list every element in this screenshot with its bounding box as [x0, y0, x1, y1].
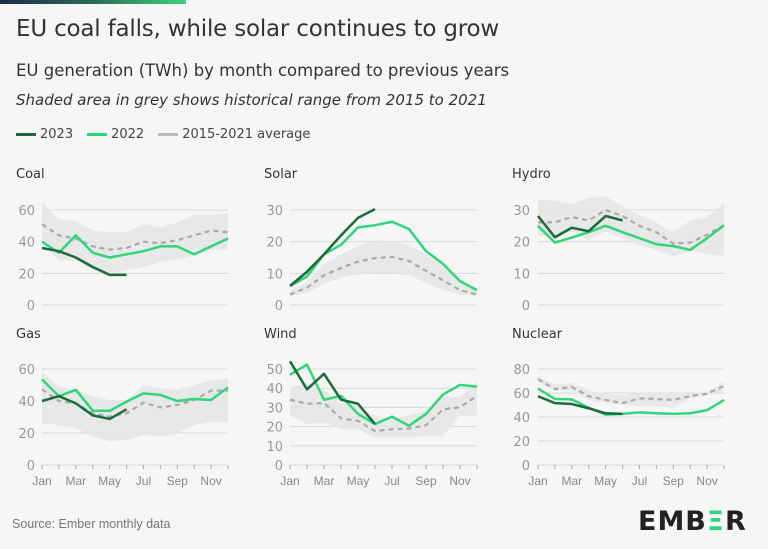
chart-note: Shaded area in grey shows historical ran… [16, 91, 487, 109]
x-tick-label: Nov [200, 474, 221, 488]
y-tick-label: 40 [266, 382, 283, 397]
average-line [538, 208, 725, 245]
y-tick-label: 20 [18, 427, 35, 442]
y-tick-label: 20 [513, 435, 530, 450]
legend-label: 2023 [40, 127, 74, 142]
y-tick-label: 30 [266, 401, 283, 416]
series-2023-line [537, 214, 623, 239]
average-line [289, 255, 478, 296]
legend-swatch [158, 133, 179, 136]
x-tick-label: May [347, 474, 370, 488]
panel-title: Wind [264, 327, 297, 342]
y-tick-label: 30 [266, 204, 283, 219]
y-tick-label: 80 [513, 363, 530, 378]
x-tick-label: Mar [561, 474, 582, 488]
legend-swatch [16, 133, 36, 136]
y-tick-label: 20 [266, 421, 283, 436]
average-line [41, 223, 229, 251]
y-tick-label: 0 [275, 459, 283, 474]
average-line [41, 388, 228, 418]
historical-range-area [290, 240, 477, 297]
y-tick-label: 60 [18, 204, 35, 219]
y-tick-label: 0 [27, 299, 35, 314]
series-2022-line [41, 234, 229, 259]
series-2023-line [537, 395, 623, 416]
x-tick-label: Mar [65, 474, 86, 488]
series-2023-line [41, 246, 127, 277]
historical-range-area [538, 196, 724, 257]
legend-label: 2015-2021 average [182, 127, 311, 142]
x-tick-label: Jul [136, 474, 151, 488]
average-line [289, 394, 478, 433]
legend-item-average: 2015-2021 average [158, 127, 310, 142]
series-2022-line [41, 378, 229, 413]
legend-item-2022: 2022 [87, 127, 144, 142]
series-2023-line [41, 394, 128, 421]
x-tick-label: Nov [696, 474, 717, 488]
legend-item-2023: 2023 [16, 127, 73, 142]
x-tick-label: Sep [415, 474, 437, 488]
legend-label: 2022 [111, 127, 145, 142]
y-tick-label: 10 [266, 267, 283, 282]
series-2023-line [288, 360, 376, 425]
panel-title: Hydro [512, 167, 551, 182]
panel-title: Coal [16, 167, 45, 182]
y-tick-label: 30 [513, 204, 530, 219]
x-tick-label: May [594, 474, 617, 488]
chart-subtitle: EU generation (TWh) by month compared to… [16, 61, 510, 80]
y-tick-label: 40 [18, 395, 35, 410]
legend-swatch [87, 133, 108, 136]
x-tick-label: Sep [167, 474, 189, 488]
source-note: Source: Ember monthly data [12, 517, 171, 531]
y-tick-label: 50 [266, 363, 283, 378]
y-tick-label: 10 [266, 440, 283, 455]
y-tick-label: 60 [18, 363, 35, 378]
y-tick-label: 60 [513, 387, 530, 402]
x-tick-label: Jan [528, 474, 547, 488]
ember-logo: EMBΞR [638, 506, 747, 537]
y-tick-label: 10 [513, 267, 530, 282]
top-accent-bar [0, 0, 186, 4]
x-tick-label: Nov [449, 474, 470, 488]
panel-title: Gas [16, 327, 41, 342]
historical-range-area [290, 381, 477, 438]
series-2023-line [289, 207, 376, 287]
x-tick-label: Jan [280, 474, 299, 488]
series-2022-line [537, 224, 725, 252]
x-tick-label: Jul [384, 474, 399, 488]
y-tick-label: 20 [18, 267, 35, 282]
y-tick-label: 40 [18, 236, 35, 251]
x-tick-label: Mar [314, 474, 335, 488]
series-2022-line [537, 387, 725, 416]
historical-range-area [42, 202, 228, 274]
legend: 2023 2022 2015-2021 average [16, 127, 310, 142]
series-2022-line [289, 363, 478, 428]
y-tick-label: 0 [275, 299, 283, 314]
panel-title: Solar [264, 167, 298, 182]
x-tick-label: Sep [663, 474, 685, 488]
x-tick-label: May [98, 474, 121, 488]
y-tick-label: 40 [513, 411, 530, 426]
y-tick-label: 0 [522, 459, 530, 474]
y-tick-label: 0 [27, 459, 35, 474]
y-tick-label: 0 [522, 299, 530, 314]
average-line [537, 378, 725, 405]
panel-title: Nuclear [512, 327, 563, 342]
chart-title: EU coal falls, while solar continues to … [16, 16, 500, 42]
y-tick-label: 20 [266, 236, 283, 251]
y-tick-label: 20 [513, 236, 530, 251]
x-tick-label: Jul [632, 474, 647, 488]
x-tick-label: Jan [32, 474, 51, 488]
